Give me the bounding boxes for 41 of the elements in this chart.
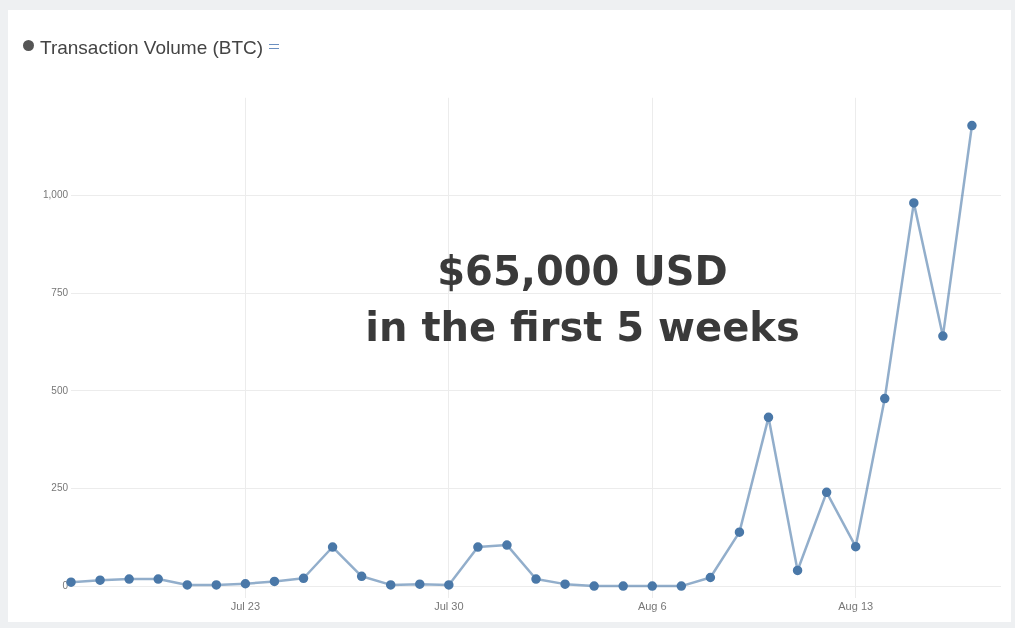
point <box>356 571 367 582</box>
point <box>705 572 716 583</box>
point <box>589 581 599 591</box>
point <box>415 579 425 589</box>
point <box>502 540 512 550</box>
point <box>444 580 454 590</box>
point <box>850 541 861 552</box>
y-tick-label: 1,000 <box>42 189 69 201</box>
x-tick-label: Jul 23 <box>230 600 261 613</box>
point <box>909 198 919 208</box>
point <box>938 331 948 341</box>
point <box>734 527 745 537</box>
x-tick-label: Aug 13 <box>838 600 874 613</box>
point <box>298 573 309 584</box>
point <box>560 579 570 589</box>
point <box>385 580 396 590</box>
x-tick-label: Jul 30 <box>434 600 464 613</box>
y-tick-label: 750 <box>51 286 69 298</box>
point <box>967 120 977 131</box>
x-tick-label: Aug 6 <box>637 600 667 613</box>
chart-title: Transaction Volume (BTC) <box>40 36 264 58</box>
point <box>473 542 483 552</box>
point <box>647 581 658 591</box>
point <box>880 393 890 404</box>
point <box>124 574 134 584</box>
point <box>240 578 251 589</box>
point <box>821 487 832 498</box>
point <box>763 412 774 423</box>
point <box>676 581 687 591</box>
point <box>95 575 105 585</box>
point <box>211 580 222 590</box>
point <box>618 581 628 591</box>
point <box>153 574 163 584</box>
point <box>269 576 280 587</box>
point <box>327 542 338 552</box>
point <box>792 565 803 576</box>
point <box>531 574 541 584</box>
point <box>182 580 193 590</box>
y-tick-label: 250 <box>51 482 69 494</box>
y-tick-label: 500 <box>51 384 69 396</box>
annotation: $65,000 USD in the first 5 weeks <box>365 248 800 350</box>
